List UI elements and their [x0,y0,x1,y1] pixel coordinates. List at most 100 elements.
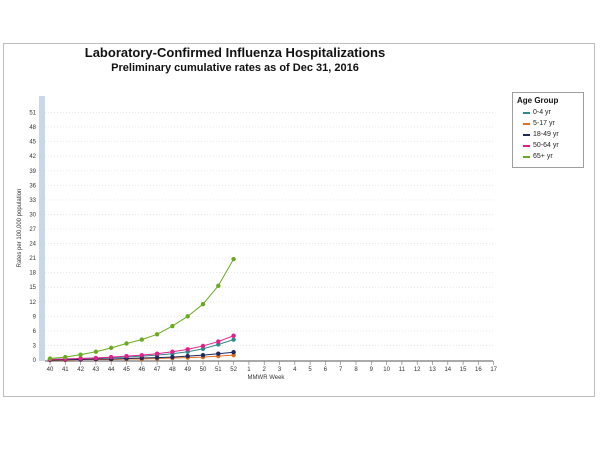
legend-item[interactable]: 50-64 yr [523,140,583,151]
legend-item[interactable]: 65+ yr [523,151,583,162]
x-tick-label: 6 [324,367,328,373]
x-tick-label: 47 [154,367,161,373]
data-point[interactable] [154,351,160,356]
x-tick-label: 43 [93,367,100,373]
data-point[interactable] [124,353,129,359]
y-tick-label: 3 [33,343,37,349]
data-point[interactable] [170,323,175,329]
legend-item[interactable]: 5-17 yr [523,118,583,129]
data-point[interactable] [185,353,190,359]
legend-item[interactable]: 0-4 yr [523,107,583,118]
data-point[interactable] [78,356,83,361]
y-axis-scrollbar[interactable] [39,96,45,361]
data-point[interactable] [139,352,144,358]
data-point[interactable] [200,343,206,349]
legend-label: 65+ yr [533,153,553,160]
x-tick-label: 45 [123,367,130,373]
x-tick-label: 16 [475,367,482,373]
data-point[interactable] [216,283,221,288]
x-tick-label: 12 [414,367,421,373]
legend-label: 5-17 yr [533,120,555,127]
x-tick-label: 49 [184,367,191,373]
legend-swatch [523,144,530,147]
y-tick-label: 27 [29,227,36,233]
legend: Age Group 0-4 yr 5-17 yr 18-49 yr 50-64 yr 6… [512,92,584,168]
series-65-yr [47,256,236,361]
x-tick-label: 13 [429,367,436,373]
data-point[interactable] [231,350,236,355]
legend-title: Age Group [517,96,559,105]
y-tick-label: 48 [29,125,36,131]
x-tick-label: 42 [77,367,84,373]
data-point[interactable] [185,347,190,352]
legend-items: 0-4 yr 5-17 yr 18-49 yr 50-64 yr 65+ yr [513,107,583,162]
data-point[interactable] [154,355,160,360]
legend-item[interactable]: 18-49 yr [523,129,583,140]
x-tick-label: 5 [308,367,312,373]
data-point[interactable] [78,352,83,357]
x-tick-label: 14 [444,367,451,373]
data-point[interactable] [63,354,68,360]
x-tick-label: 17 [490,367,497,373]
y-tick-label: 42 [29,154,36,160]
series-lines [47,256,236,363]
y-tick-label: 21 [29,256,36,262]
x-tick-label: 9 [370,367,374,373]
data-point[interactable] [154,332,160,337]
x-tick-label: 41 [62,367,69,373]
x-tick-label: 51 [215,367,222,373]
data-point[interactable] [170,349,175,354]
data-point[interactable] [231,256,236,262]
data-point[interactable] [93,355,99,361]
legend-swatch [523,155,530,158]
data-point[interactable] [200,302,206,307]
y-tick-label: 9 [33,314,37,320]
data-point[interactable] [216,339,221,344]
x-tick-label: 7 [339,367,343,373]
x-tick-label: 8 [354,367,358,373]
y-tick-label: 6 [33,329,37,335]
data-point[interactable] [139,337,144,342]
data-point[interactable] [185,314,190,319]
x-tick-label: 3 [278,367,282,373]
data-point[interactable] [47,356,53,361]
series-50-64-yr [47,333,236,362]
data-point[interactable] [216,351,221,356]
y-tick-label: 30 [29,212,36,218]
y-tick-label: 45 [29,140,36,146]
x-tick-label: 44 [108,367,115,373]
x-tick-label: 40 [47,367,54,373]
x-tick-label: 10 [383,367,390,373]
x-axis-ticks: 40 41 42 43 44 45 46 47 48 49 50 51 52 1 2 3 4 5 6 7 8 9 10 11 1… [47,361,498,373]
y-tick-label: 36 [29,183,36,189]
y-tick-label: 15 [29,285,36,291]
data-point[interactable] [231,337,236,342]
legend-label: 0-4 yr [533,109,551,116]
chart-title: Laboratory-Confirmed Influenza Hospitali… [84,45,386,60]
legend-label: 18-49 yr [533,131,559,138]
data-point[interactable] [109,354,114,360]
data-point[interactable] [231,333,236,338]
x-tick-label: 48 [169,367,176,373]
y-tick-label: 24 [29,242,36,248]
data-point[interactable] [124,341,129,346]
x-tick-label: 52 [230,367,237,373]
gridlines [45,112,493,346]
data-point[interactable] [200,352,206,358]
x-tick-label: 46 [138,367,145,373]
data-point[interactable] [170,354,175,360]
legend-swatch [523,122,530,125]
x-tick-label: 4 [293,367,297,373]
y-tick-label: 33 [29,198,36,204]
y-tick-label: 12 [29,300,36,306]
x-axis-title: MMWR Week [248,375,286,381]
y-tick-label: 0 [33,358,37,364]
y-axis-title: Rates per 100,000 population [17,189,23,268]
legend-swatch [523,111,530,114]
data-point[interactable] [93,349,99,354]
data-point[interactable] [109,345,114,351]
y-tick-label: 51 [29,111,36,117]
legend-swatch [523,133,530,136]
